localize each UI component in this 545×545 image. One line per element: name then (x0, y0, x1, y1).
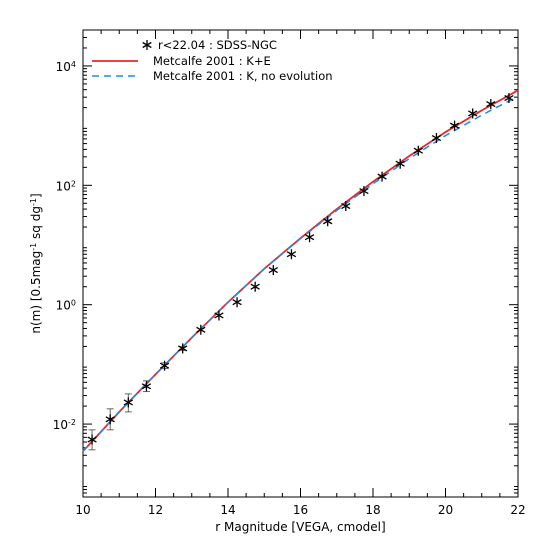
point-stroke (142, 41, 152, 49)
point-stroke (359, 188, 369, 195)
data-point (504, 93, 514, 104)
point-stroke (431, 134, 442, 142)
point-stroke (87, 436, 97, 443)
model-lines (82, 89, 519, 452)
x-tick-label: 18 (365, 503, 380, 517)
data-point (87, 434, 97, 445)
data-point (323, 216, 333, 227)
point-stroke (486, 100, 496, 108)
y-tick-label-base: 10 (53, 418, 68, 432)
point-stroke (250, 283, 260, 290)
point-stroke (377, 173, 387, 180)
data-point (304, 232, 315, 243)
y-axis-label-exponent: -1 (29, 198, 38, 206)
data-point (431, 133, 442, 144)
data-point (268, 265, 278, 276)
data-point (141, 381, 152, 392)
data-point (468, 108, 478, 119)
data-point (413, 145, 423, 156)
y-tick-label-exponent: 4 (71, 59, 76, 68)
x-axis-label: r Magnitude [VEGA, cmodel] (215, 520, 385, 534)
legend-entry-label: r<22.04 : SDSS-NGC (158, 38, 277, 52)
y-axis-label-part: sq dg (29, 206, 43, 243)
data-point (232, 297, 242, 308)
y-tick-label: 10-2 (53, 418, 76, 433)
data-points (87, 93, 514, 445)
y-tick-label-base: 10 (56, 179, 71, 193)
data-point (123, 397, 133, 408)
point-stroke (323, 218, 333, 225)
point-stroke (286, 251, 297, 258)
y-tick-label-exponent: 2 (71, 179, 76, 188)
point-stroke (304, 234, 315, 241)
legend-entry-label: Metcalfe 2001 : K, no evolution (153, 69, 333, 83)
point-stroke (413, 147, 423, 154)
point-stroke (449, 122, 460, 129)
point-stroke (178, 345, 188, 352)
data-point (196, 324, 206, 335)
point-stroke (214, 312, 224, 319)
data-point (395, 158, 405, 169)
data-point (377, 171, 387, 182)
data-point (105, 414, 115, 425)
data-point (449, 120, 460, 131)
x-tick-label: 14 (220, 503, 235, 517)
y-tick-label: 104 (56, 59, 76, 74)
x-tick-label: 10 (75, 503, 90, 517)
x-tick-label: 16 (293, 503, 308, 517)
y-tick-label-exponent: -2 (68, 418, 76, 427)
point-stroke (232, 299, 242, 306)
x-tick-label: 12 (148, 503, 163, 517)
y-axis-label-part: ] (29, 193, 43, 198)
x-tick-label: 22 (510, 503, 525, 517)
point-stroke (123, 399, 133, 406)
y-tick-label-exponent: 0 (71, 298, 76, 307)
legend-entry-label: Metcalfe 2001 : K+E (153, 54, 271, 68)
data-point (359, 186, 369, 197)
x-tick-label: 20 (438, 503, 453, 517)
axis-ticks (82, 29, 519, 498)
point-stroke (159, 362, 170, 369)
point-stroke (268, 267, 278, 274)
y-axis-label-exponent: -1 (29, 243, 38, 251)
y-axis-label-part: n(m) [0.5mag (29, 251, 43, 334)
data-point (178, 343, 188, 354)
point-stroke (504, 94, 514, 102)
y-tick-label-base: 10 (56, 299, 71, 313)
y-axis-label: n(m) [0.5mag-1 sq dg-1] (29, 193, 44, 333)
point-stroke (341, 202, 351, 210)
data-point (159, 360, 170, 371)
point-stroke (196, 326, 206, 333)
data-point (286, 249, 297, 260)
point-stroke (105, 416, 115, 423)
data-point (486, 99, 496, 110)
series-line-k-no-evolution (82, 95, 519, 452)
y-tick-label: 102 (56, 179, 76, 194)
y-tick-label: 100 (56, 298, 76, 313)
y-tick-label-base: 10 (56, 60, 71, 74)
legend: r<22.04 : SDSS-NGC Metcalfe 2001 : K+EMet… (92, 38, 333, 83)
point-stroke (395, 160, 405, 167)
data-point (214, 310, 224, 321)
data-point (250, 281, 260, 292)
data-point (341, 201, 351, 212)
point-stroke (141, 383, 152, 390)
point-stroke (468, 110, 478, 117)
legend-marker-sdss (142, 40, 152, 50)
